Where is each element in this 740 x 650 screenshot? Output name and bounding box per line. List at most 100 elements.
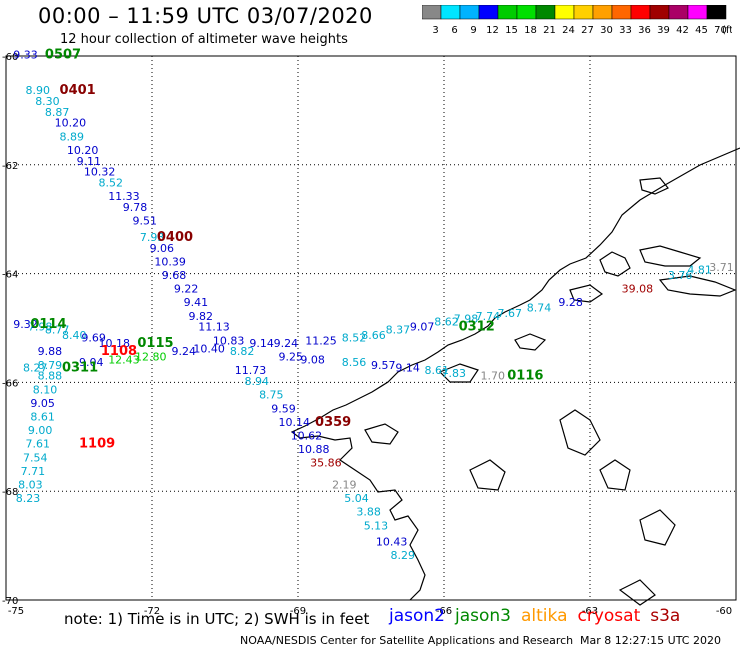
wave-height-label: 8.10 [33, 383, 58, 396]
wave-height-label: 9.08 [300, 353, 325, 366]
wave-height-label: 11.73 [235, 364, 267, 377]
legend-label: 70 [714, 25, 727, 36]
legend-swatch [706, 5, 727, 20]
pass-time-label: 1108 [101, 344, 137, 359]
legend-label: 42 [676, 25, 689, 36]
credit-timestamp: Mar 8 12:27:15 UTC 2020 [580, 634, 721, 647]
wave-height-label: 9.32 [13, 318, 38, 331]
legend-unit: (ft) [722, 25, 732, 36]
wave-height-label: 9.22 [174, 283, 199, 296]
pass-time-label: 0311 [62, 361, 98, 376]
satellite-jason2-label: jason2 [389, 606, 445, 626]
legend-label: 3 [432, 25, 438, 36]
wave-height-label: 8.23 [16, 492, 41, 505]
pass-time-label: 0359 [315, 415, 351, 430]
wave-height-label: 8.61 [30, 410, 55, 423]
legend-label: 9 [470, 25, 476, 36]
wave-height-label: 10.32 [84, 166, 116, 179]
wave-height-label: 5.13 [364, 519, 389, 532]
lat-tick-label: -66 [2, 378, 18, 389]
wave-height-label: 10.20 [67, 144, 99, 157]
wave-height-label: 9.04 [79, 356, 104, 369]
wave-height-label: 3.71 [709, 261, 734, 274]
wave-height-label: 9.88 [38, 345, 63, 358]
wave-height-label: 9.25 [279, 351, 304, 364]
wave-height-label: 11.25 [305, 334, 337, 347]
legend-label: 36 [638, 25, 651, 36]
pass-time-label: 0115 [137, 336, 173, 351]
wave-height-label: 7.61 [25, 438, 50, 451]
pass-time-label: 0507 [45, 48, 81, 63]
wave-height-label: 9.28 [558, 296, 583, 309]
wave-height-label: 8.03 [18, 478, 42, 491]
satellite-altika-label: altika [521, 606, 568, 626]
wave-height-label: 9.78 [123, 201, 148, 214]
wave-height-label: 8.37 [386, 323, 411, 336]
page-title: 00:00 – 11:59 UTC 03/07/2020 [38, 4, 373, 28]
legend-label: 6 [451, 25, 457, 36]
wave-height-label: 8.87 [45, 106, 70, 119]
lon-tick-label: -69 [290, 606, 306, 617]
map-frame [5, 55, 737, 601]
wave-height-label: 3.76 [668, 269, 693, 282]
legend-label: 45 [695, 25, 708, 36]
wave-height-label: 10.14 [279, 416, 311, 429]
wave-height-label: 4.81 [687, 264, 712, 277]
wave-height-label: 5.04 [344, 492, 369, 505]
wave-height-label: 8.79 [38, 359, 63, 372]
wave-height-label: 9.07 [410, 321, 435, 334]
wave-height-label: 10.18 [98, 337, 130, 350]
footer-note: note: 1) Time is in UTC; 2) SWH is in fe… [64, 610, 370, 628]
wave-height-label: 8.74 [527, 302, 552, 315]
pass-time-label: 0116 [507, 369, 543, 384]
wave-height-label: 10.62 [291, 430, 323, 443]
legend-label: 24 [562, 25, 575, 36]
coastline-island-6 [438, 363, 479, 383]
lat-tick-label: -62 [2, 161, 18, 172]
pass-time-label: 0401 [60, 83, 96, 98]
legend-label: 21 [543, 25, 556, 36]
wave-height-label: 8.52 [342, 332, 367, 345]
legend-label: 39 [657, 25, 670, 36]
altimeter-track-labels: 9.33 05078.908.308.8710.208.8910.209.1110… [13, 48, 733, 562]
page-subtitle: 12 hour collection of altimeter wave hei… [60, 32, 348, 47]
wave-height-label: 9.05 [30, 397, 55, 410]
legend-label: 33 [619, 25, 632, 36]
wave-height-label: 12.43 [108, 353, 140, 366]
graticule-grid [6, 56, 736, 600]
credit-text: NOAA/NESDIS Center for Satellite Applica… [240, 634, 574, 647]
coastline-island-3 [569, 284, 604, 303]
pass-time-label: 0312 [459, 320, 495, 335]
wave-height-label: 9.33 [13, 49, 38, 62]
lon-tick-label: -72 [144, 606, 160, 617]
wave-height-label: 10.40 [193, 342, 225, 355]
wave-height-label: 8.94 [244, 375, 269, 388]
wave-height-label: 8.40 [62, 329, 87, 342]
wave-height-label: 9.51 [133, 215, 158, 228]
wave-height-label: 9.24 [171, 345, 196, 358]
wave-height-label: 7.93 [140, 231, 165, 244]
satellite-cryosat-label: cryosat [577, 606, 641, 626]
wave-height-label: 7.98 [454, 313, 479, 326]
wave-height-label: 9.11 [77, 155, 102, 168]
coastline-island-2 [639, 245, 702, 267]
wave-height-label: 3.88 [356, 506, 381, 519]
pass-time-label: 1109 [79, 437, 115, 452]
lat-tick-label: -70 [2, 596, 18, 607]
wave-height-label: 7.74 [476, 310, 501, 323]
lon-tick-label: -63 [582, 606, 598, 617]
wave-height-label: 9.68 [162, 269, 187, 282]
legend-label: 18 [524, 25, 537, 36]
wave-height-label: 8.90 [25, 84, 50, 97]
wave-height-label: 8.89 [60, 130, 85, 143]
wave-height-label: 9.82 [189, 310, 214, 323]
wave-height-label: 10.83 [213, 334, 245, 347]
wave-height-label: 8.82 [230, 345, 255, 358]
wave-height-label: 7.54 [23, 451, 48, 464]
wave-height-label: 9.57 [371, 359, 396, 372]
wave-height-label: 9.06 [150, 242, 175, 255]
wave-height-label: 8.75 [259, 389, 284, 402]
